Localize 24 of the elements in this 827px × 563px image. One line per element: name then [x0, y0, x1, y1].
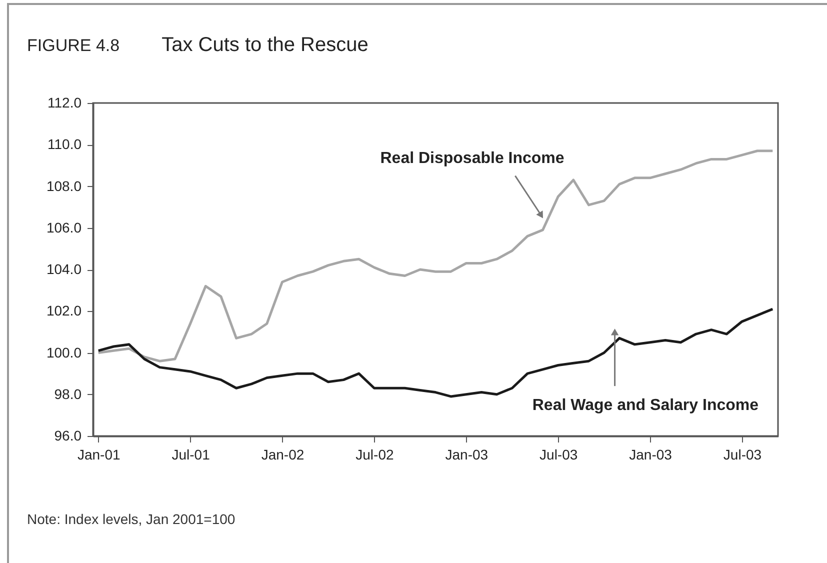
y-tick-label: 106.0 [46, 219, 82, 236]
y-tick-label: 104.0 [46, 261, 82, 277]
y-tick-label: 108.0 [46, 178, 82, 194]
text: Note: Index levels, Jan 2001=100 [27, 511, 236, 527]
x-tick-label: Jul-03 [723, 446, 762, 462]
y-tick-label: 102.0 [46, 302, 82, 319]
series-label: Real Wage and Salary Income [532, 396, 759, 414]
x-tick-label: Jul-02 [356, 446, 394, 462]
x-tick-label: Jan-01 [77, 446, 120, 462]
y-tick-label: 96.0 [54, 428, 82, 444]
line-series [97, 150, 774, 362]
x-tick-label: Jul-03 [540, 446, 578, 462]
y-tick-label: 112.0 [48, 94, 82, 110]
x-tick-label: Jan-03 [445, 446, 488, 462]
chart-title: Tax Cuts to the Rescue [162, 34, 368, 56]
caption: FIGURE 4.8 [27, 36, 120, 55]
y-tick-label: 98.0 [54, 386, 82, 402]
y-tick-label: 100.0 [46, 344, 82, 360]
line-series [97, 308, 774, 398]
series-label: Real Disposable Income [380, 150, 564, 168]
x-tick-label: Jul-01 [172, 446, 210, 462]
y-tick-label: 110.0 [48, 136, 82, 152]
x-tick-label: Jan-03 [629, 446, 672, 462]
x-tick-label: Jan-02 [261, 446, 304, 462]
